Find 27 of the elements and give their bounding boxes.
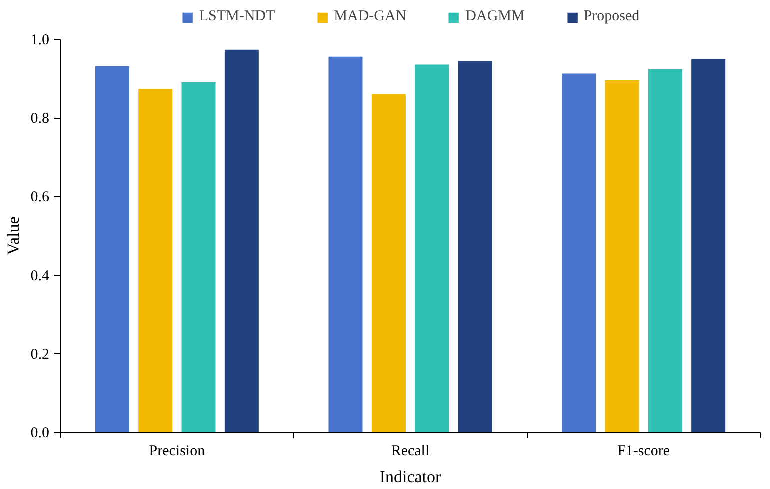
- bar: [414, 64, 450, 432]
- legend-label: MAD-GAN: [334, 8, 407, 26]
- bar: [690, 58, 727, 432]
- y-axis-title: Value: [4, 216, 23, 256]
- bar: [604, 79, 640, 432]
- legend-label: DAGMM: [466, 8, 525, 26]
- bar: [138, 88, 174, 432]
- bar: [561, 72, 598, 432]
- bar: [647, 68, 684, 432]
- bar: [457, 60, 494, 432]
- y-tick-label: 0.6: [30, 190, 50, 206]
- legend-label: LSTM-NDT: [199, 8, 276, 26]
- x-tick-label: Recall: [391, 444, 430, 460]
- x-axis-title: Indicator: [380, 468, 442, 486]
- bar: [224, 48, 260, 432]
- bar: [94, 65, 130, 432]
- x-tick-label: F1-score: [618, 444, 670, 460]
- y-tick-label: 0.4: [30, 268, 50, 284]
- bar: [370, 93, 407, 432]
- y-tick-label: 0.0: [30, 426, 50, 442]
- y-tick-label: 0.2: [30, 346, 50, 363]
- bar: [180, 81, 217, 432]
- x-tick-label: Precision: [149, 444, 206, 460]
- y-tick-label: 1.0: [30, 32, 50, 48]
- bar: [328, 56, 364, 432]
- legend-label: Proposed: [584, 8, 640, 26]
- y-tick-label: 0.8: [30, 111, 50, 128]
